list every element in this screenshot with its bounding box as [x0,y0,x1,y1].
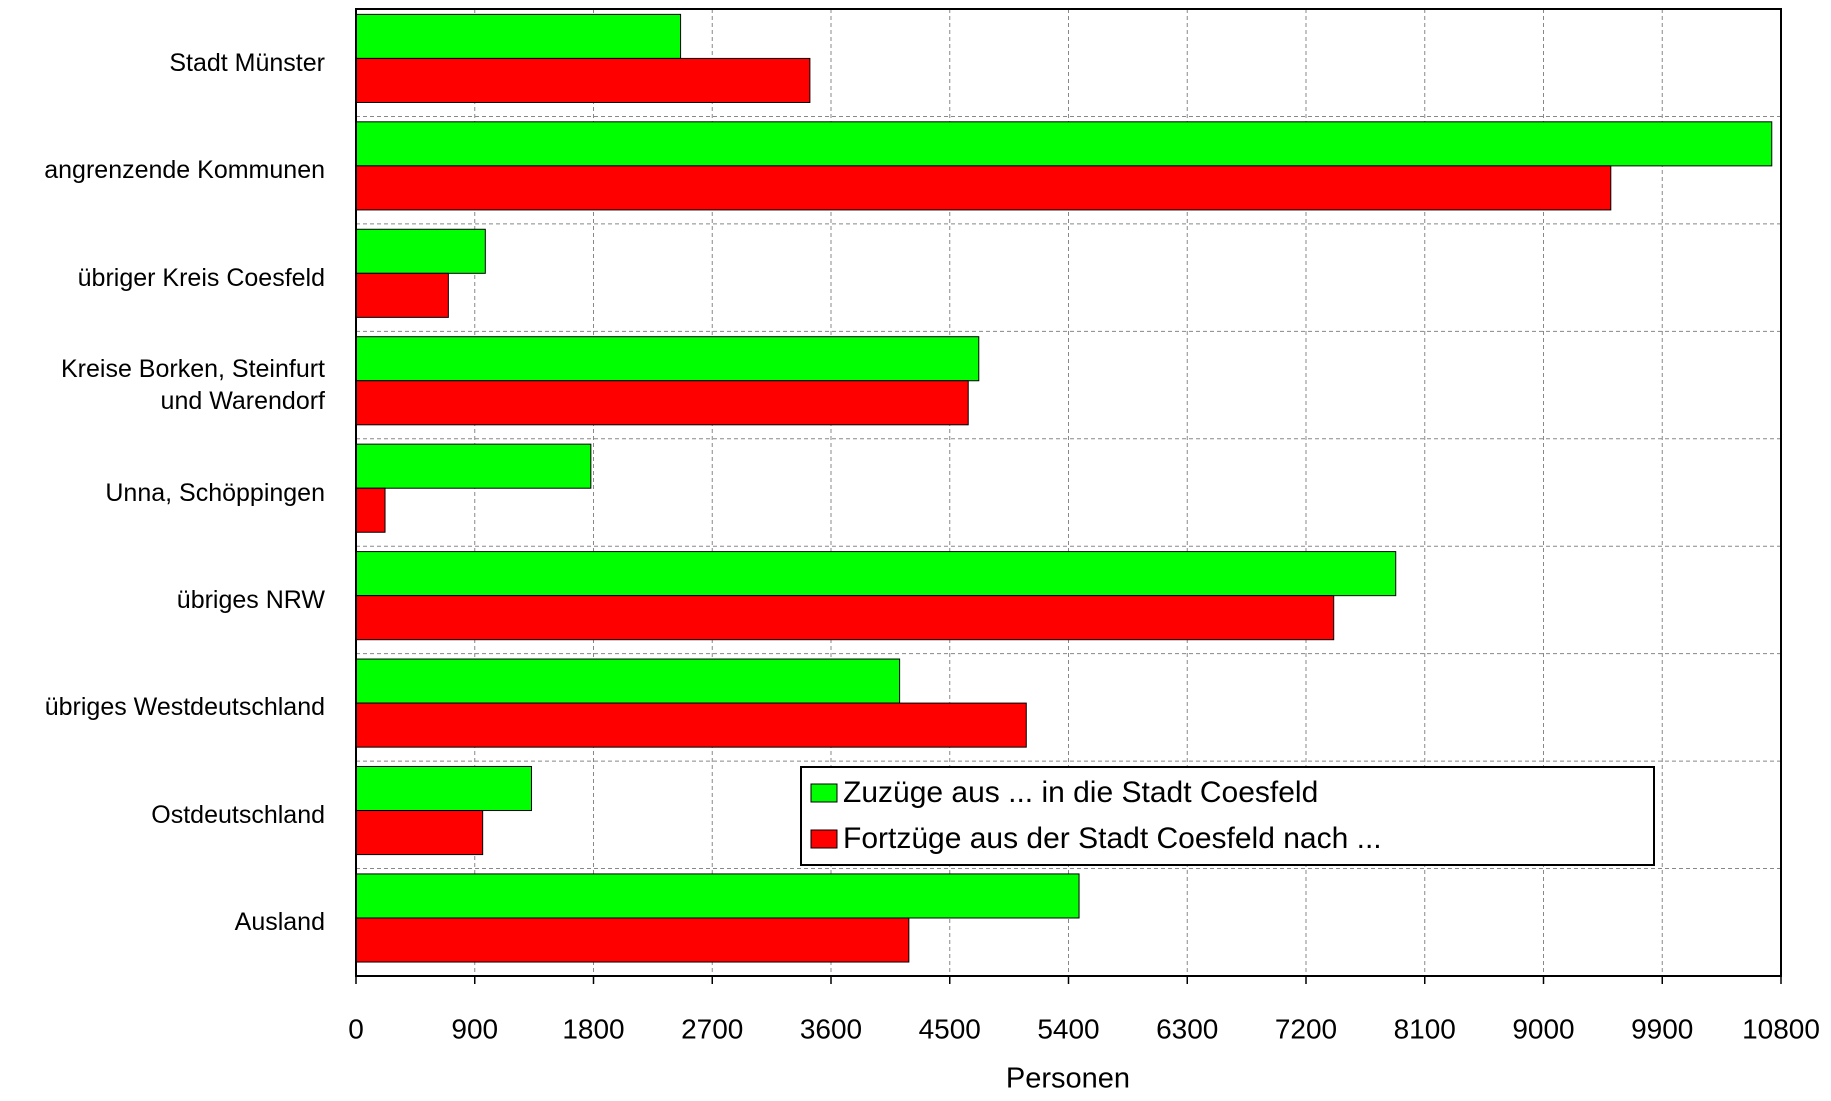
y-tick-label: übriges Westdeutschland [44,693,325,722]
bar [355,165,1612,211]
bar [355,57,811,103]
bar [355,228,486,274]
bar [355,551,1397,597]
bar [355,380,969,426]
bar [355,487,386,533]
x-tick-label: 7200 [1275,1013,1337,1044]
y-tick-label: Ostdeutschland [151,800,325,829]
y-tick-label: Stadt Münster [169,48,325,77]
bar [355,873,1080,919]
x-axis-label: Personen [1006,1063,1130,1095]
legend-label: Fortzüge aus der Stadt Coesfeld nach ... [843,822,1382,855]
bar [355,13,682,59]
legend-label: Zuzüge aus ... in die Stadt Coesfeld [843,776,1318,809]
y-tick-label: angrenzende Kommunen [44,156,325,185]
legend-box [800,766,1655,866]
bar [355,121,1773,167]
bar [355,702,1027,748]
x-tick-label: 900 [451,1013,498,1044]
x-tick-label: 0 [348,1013,364,1044]
x-tick-label: 1800 [562,1013,624,1044]
plot-frame [355,8,1782,977]
bar [355,917,910,963]
bar [355,658,901,704]
bar [355,336,980,382]
y-tick-label: übriges NRW [176,585,325,614]
x-tick-label: 2700 [681,1013,743,1044]
legend: Zuzüge aus ... in die Stadt Coesfeld Fort… [800,766,1655,866]
x-tick-label: 9900 [1631,1013,1693,1044]
bar [355,765,532,812]
y-tick-label: Unna, Schöppingen [105,478,325,507]
legend-swatch [810,783,838,803]
x-tick-label: 5400 [1037,1013,1099,1044]
bar [355,810,484,856]
bar [355,595,1335,641]
x-tick-label: 6300 [1156,1013,1218,1044]
x-tick-label: 3600 [800,1013,862,1044]
x-tick-label: 4500 [919,1013,981,1044]
x-tick-label: 10800 [1742,1013,1820,1044]
bar [355,443,592,489]
x-tick-label: 8100 [1394,1013,1456,1044]
y-tick-label: Kreise Borken, Steinfurt und Warendorf [60,355,325,416]
y-tick-label: übriger Kreis Coesfeld [77,263,325,292]
bar [355,272,449,318]
x-tick-label: 9000 [1512,1013,1574,1044]
y-tick-label: Ausland [234,908,325,937]
legend-swatch [810,829,838,849]
